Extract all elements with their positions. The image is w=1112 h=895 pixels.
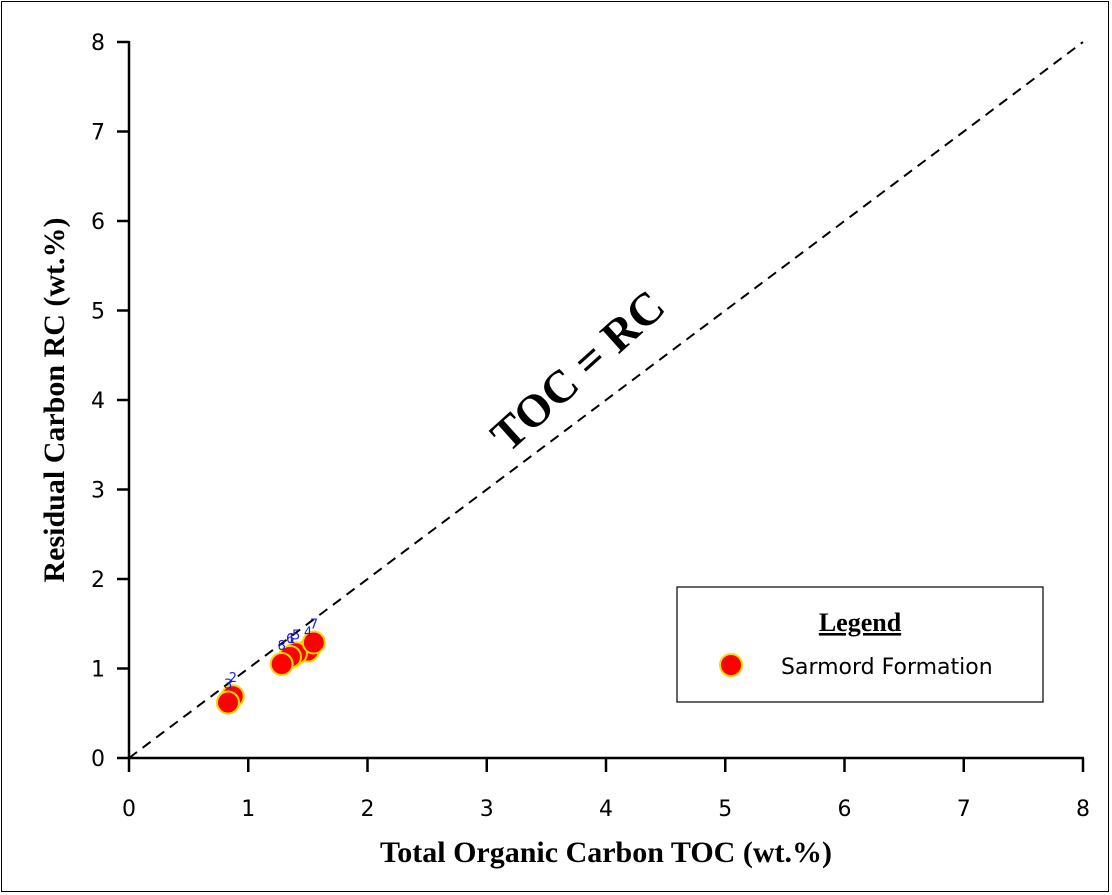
data-point-label: 2 <box>229 671 237 686</box>
x-tick-label: 6 <box>838 797 852 822</box>
data-point <box>215 690 240 715</box>
x-tick-label: 4 <box>599 797 613 822</box>
reference-line-label: TOC = RC <box>481 280 675 461</box>
x-tick-label: 1 <box>241 797 255 822</box>
x-tick-label: 8 <box>1076 797 1090 822</box>
data-point-label: 4 <box>304 626 312 641</box>
data-point-label: 8 <box>278 639 286 654</box>
y-tick-label: 1 <box>91 658 105 683</box>
data-points <box>215 630 326 715</box>
data-point-label: 3 <box>224 678 232 693</box>
x-tick-label: 7 <box>957 797 971 822</box>
data-point <box>269 652 294 677</box>
data-point-label: 6 <box>286 632 294 647</box>
x-tick-label: 3 <box>480 797 494 822</box>
legend-marker <box>719 653 743 677</box>
y-tick-label: 0 <box>91 747 105 772</box>
data-point <box>301 630 326 655</box>
y-tick-label: 4 <box>91 389 105 414</box>
x-tick-label: 5 <box>718 797 732 822</box>
legend-entry-label: Sarmord Formation <box>781 655 993 680</box>
point-labels: 1 23 456 7 8 <box>224 618 318 693</box>
x-axis-ticks: 0 1 2 3 4 5 6 7 8 <box>122 758 1090 822</box>
y-tick-label: 6 <box>91 210 105 235</box>
legend: Legend Sarmord Formation <box>676 586 1044 703</box>
reference-line-layer <box>128 41 1084 759</box>
y-tick-label: 2 <box>91 568 105 593</box>
data-point-label: 1 <box>287 632 295 647</box>
y-tick-label: 3 <box>91 479 105 504</box>
x-axis-title: Total Organic Carbon TOC (wt.%) <box>380 836 832 869</box>
data-point-label: 5 <box>292 628 300 643</box>
legend-title: Legend <box>819 608 902 637</box>
x-tick-label: 0 <box>122 797 136 822</box>
legend-box <box>676 586 1044 703</box>
x-tick-label: 2 <box>361 797 375 822</box>
reference-line <box>128 41 1084 759</box>
y-tick-label: 8 <box>91 31 105 56</box>
y-axis-title: Residual Carbon RC (wt.%) <box>38 217 71 582</box>
data-point-label: 7 <box>310 618 318 633</box>
y-tick-label: 5 <box>91 300 105 325</box>
y-axis-ticks: 0 1 2 3 4 5 6 7 8 <box>91 31 129 772</box>
y-tick-label: 7 <box>91 121 105 146</box>
